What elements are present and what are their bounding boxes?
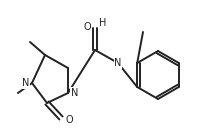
Text: H: H xyxy=(99,18,106,28)
Text: N: N xyxy=(22,78,29,88)
Text: N: N xyxy=(114,58,121,68)
Text: N: N xyxy=(71,88,78,98)
Text: O: O xyxy=(83,22,91,32)
Text: O: O xyxy=(65,115,72,125)
